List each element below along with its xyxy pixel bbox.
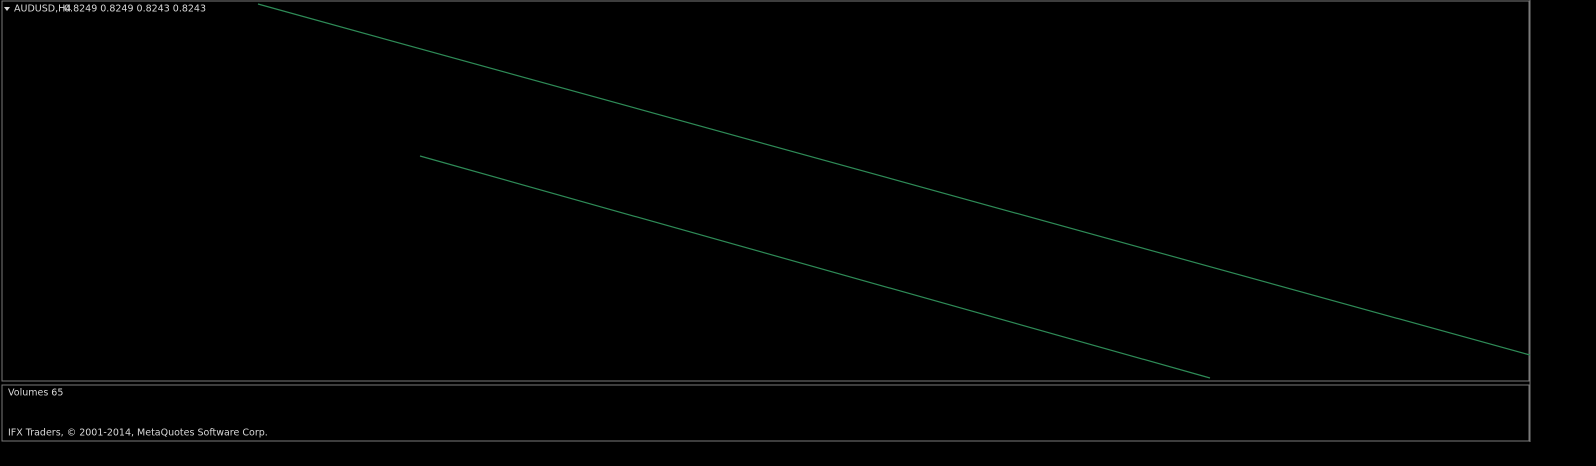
copyright: IFX Traders, © 2001-2014, MetaQuotes Sof… (8, 428, 268, 439)
channel-upper (257, 3, 1531, 356)
header-prices: 0.8249 0.8249 0.8243 0.8243 (64, 4, 206, 15)
volume-title: Volumes 65 (8, 388, 63, 399)
volume-panel-frame (1, 384, 1530, 442)
main-panel-frame (1, 0, 1530, 382)
chart-title: AUDUSD,H4 (14, 4, 71, 15)
menu-arrow[interactable] (4, 7, 10, 11)
channel-lower (419, 155, 1211, 379)
